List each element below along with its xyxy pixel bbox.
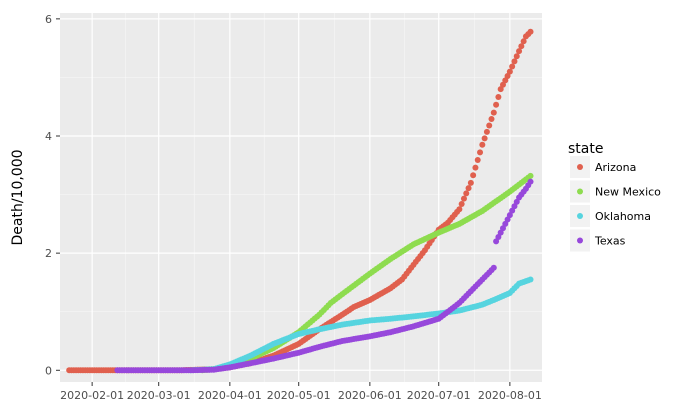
y-tick-label: 6 xyxy=(45,13,52,26)
legend-marker xyxy=(577,213,583,219)
data-point xyxy=(488,116,495,123)
data-point xyxy=(474,157,481,164)
legend: state Arizona New Mexico Oklahoma Texas xyxy=(568,141,661,252)
x-tick-label: 2020-07-01 xyxy=(407,389,471,402)
legend-item-texas: Texas xyxy=(570,229,626,252)
data-point xyxy=(456,206,463,213)
legend-label: Oklahoma xyxy=(595,210,651,223)
legend-marker xyxy=(577,237,583,244)
x-tick-label: 2020-04-01 xyxy=(198,389,262,402)
legend-marker xyxy=(577,188,583,195)
data-point xyxy=(497,229,504,236)
data-point xyxy=(520,38,527,45)
y-axis: 0 2 4 6 xyxy=(45,13,60,377)
data-point xyxy=(477,149,484,156)
data-point xyxy=(463,190,470,197)
legend-item-new-mexico: New Mexico xyxy=(570,180,661,203)
x-tick-label: 2020-05-01 xyxy=(267,389,331,402)
data-point xyxy=(513,198,520,205)
data-point xyxy=(511,203,518,210)
data-point xyxy=(486,122,493,129)
legend-item-arizona: Arizona xyxy=(570,156,636,178)
x-tick-label: 2020-06-01 xyxy=(338,389,402,402)
data-point xyxy=(483,128,490,135)
legend-label: Texas xyxy=(594,235,626,248)
data-point xyxy=(527,28,534,35)
data-point xyxy=(502,77,509,84)
data-point xyxy=(499,81,506,88)
data-point xyxy=(493,101,500,108)
data-point xyxy=(467,179,474,186)
data-points xyxy=(66,28,534,374)
data-point xyxy=(458,200,465,207)
data-point xyxy=(518,43,525,50)
data-point xyxy=(527,276,534,283)
x-tick-label: 2020-03-01 xyxy=(127,389,191,402)
legend-label: New Mexico xyxy=(595,186,661,199)
y-tick-label: 0 xyxy=(45,364,52,377)
data-point xyxy=(472,164,479,171)
data-point xyxy=(511,58,518,65)
legend-items: Arizona New Mexico Oklahoma Texas xyxy=(570,156,661,252)
data-point xyxy=(509,207,516,214)
y-tick-label: 4 xyxy=(45,130,52,143)
y-axis-title: Death/10,000 xyxy=(10,149,26,245)
data-point xyxy=(513,53,520,60)
data-point xyxy=(497,86,504,93)
y-tick-label: 2 xyxy=(45,247,52,260)
data-point xyxy=(460,195,467,202)
legend-marker xyxy=(577,164,583,170)
data-point xyxy=(490,264,497,271)
data-point xyxy=(479,141,486,148)
x-tick-label: 2020-08-01 xyxy=(478,389,542,402)
series-texas xyxy=(114,178,534,374)
data-point xyxy=(504,216,511,223)
data-point xyxy=(504,72,511,79)
legend-title: state xyxy=(568,141,603,157)
data-point xyxy=(470,172,477,179)
data-point xyxy=(527,178,534,185)
data-point xyxy=(499,225,506,232)
data-point xyxy=(509,63,516,70)
data-point xyxy=(516,48,523,55)
data-point xyxy=(495,234,502,241)
data-point xyxy=(506,68,513,75)
data-point xyxy=(465,185,472,192)
data-point xyxy=(506,212,513,219)
data-point xyxy=(502,220,509,227)
data-point xyxy=(495,93,502,100)
legend-label: Arizona xyxy=(595,161,636,174)
major-grid xyxy=(60,13,542,382)
data-point xyxy=(481,135,488,142)
data-point xyxy=(527,172,534,179)
legend-item-oklahoma: Oklahoma xyxy=(570,205,651,227)
x-tick-label: 2020-02-01 xyxy=(60,389,124,402)
x-axis: 2020-02-01 2020-03-01 2020-04-01 2020-05-01… xyxy=(60,382,542,402)
data-point xyxy=(493,238,500,245)
data-point xyxy=(490,109,497,116)
